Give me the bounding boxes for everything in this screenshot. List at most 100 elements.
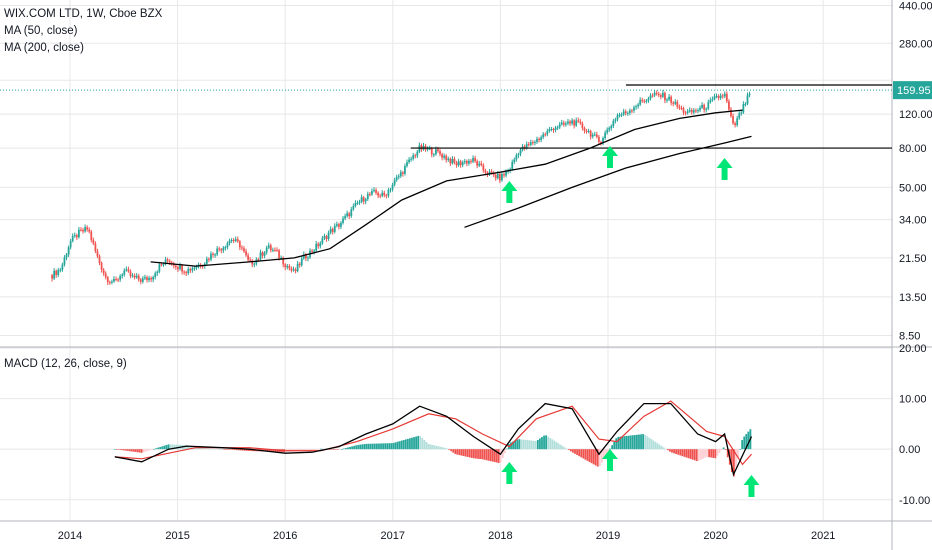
histogram-bar xyxy=(501,449,504,458)
histogram-bar xyxy=(543,435,545,450)
histogram-bar xyxy=(512,441,515,450)
histogram-bar xyxy=(402,440,405,450)
histogram-bar xyxy=(320,448,323,450)
candle-body xyxy=(69,241,72,248)
histogram-bar xyxy=(677,449,680,455)
price-arrow-up-icon xyxy=(716,158,733,180)
histogram-bar xyxy=(741,440,744,450)
candle-body xyxy=(482,165,485,171)
candle-body xyxy=(80,229,82,231)
candle-body xyxy=(292,269,295,271)
candle-body xyxy=(608,128,611,130)
histogram-bar xyxy=(718,449,721,454)
symbol-title[interactable]: WIX.COM LTD, 1W, Cboe BZX xyxy=(4,8,163,20)
histogram-bar xyxy=(202,448,205,450)
candle-body xyxy=(387,189,390,196)
candle-body xyxy=(86,227,89,230)
histogram-bar xyxy=(551,439,554,450)
ma50-legend[interactable]: MA (50, close) xyxy=(4,25,78,37)
histogram-bar xyxy=(712,449,715,458)
candle-body xyxy=(282,257,285,265)
histogram-bar xyxy=(126,449,129,451)
candle-body xyxy=(443,155,446,158)
histogram-bar xyxy=(489,449,492,462)
candle-body xyxy=(676,101,679,107)
candle-body xyxy=(323,236,326,239)
candle-body xyxy=(377,192,380,196)
candle-body xyxy=(123,270,126,275)
histogram-bar xyxy=(380,443,382,450)
histogram-bar xyxy=(332,449,335,450)
macd-title[interactable]: MACD (12, 26, close, 9) xyxy=(4,358,127,370)
candle-body xyxy=(534,142,536,144)
candle-body xyxy=(622,111,625,115)
candle-body xyxy=(88,229,91,232)
candle-body xyxy=(51,275,53,279)
candle-body xyxy=(119,275,122,280)
candle-body xyxy=(552,129,555,131)
histogram-bar xyxy=(627,435,630,450)
histogram-bar xyxy=(462,449,465,457)
histogram-bar xyxy=(656,443,659,450)
candle-body xyxy=(705,108,708,110)
candle-body xyxy=(73,235,76,237)
candle-body xyxy=(57,270,60,276)
histogram-bar xyxy=(574,449,576,454)
candle-body xyxy=(352,206,355,210)
candle-body xyxy=(515,155,518,160)
candle-body xyxy=(517,154,520,156)
candle-body xyxy=(191,268,194,271)
histogram-bar xyxy=(215,448,217,450)
candle-body xyxy=(684,112,687,114)
candle-body xyxy=(744,103,747,105)
histogram-bar xyxy=(683,449,686,457)
histogram-bar xyxy=(237,449,240,451)
candle-body xyxy=(618,114,621,116)
candle-body xyxy=(137,275,140,280)
candle-body xyxy=(117,279,120,281)
candle-body xyxy=(121,274,124,276)
ma200-legend[interactable]: MA (200, close) xyxy=(4,42,84,54)
histogram-bar xyxy=(584,449,587,460)
candle-body xyxy=(585,130,588,132)
histogram-bar xyxy=(557,443,560,450)
candle-body xyxy=(383,192,386,196)
candle-body xyxy=(218,248,221,250)
candle-body xyxy=(53,270,56,279)
candle-body xyxy=(393,180,396,185)
candle-body xyxy=(238,241,241,248)
last-price-label: 159.95 xyxy=(897,85,931,97)
candle-body xyxy=(375,189,377,193)
candle-body xyxy=(579,121,582,124)
candle-body xyxy=(562,122,565,125)
histogram-bar xyxy=(378,443,380,450)
candle-body xyxy=(94,243,97,252)
macd-arrow-up-icon xyxy=(743,475,760,497)
candle-body xyxy=(430,148,433,155)
histogram-bar xyxy=(382,443,384,450)
histogram-bar xyxy=(200,448,203,450)
candle-body xyxy=(329,228,332,233)
histogram-bar xyxy=(629,435,632,450)
candle-body xyxy=(371,191,373,195)
candle-body xyxy=(478,163,481,166)
histogram-bar xyxy=(115,449,118,450)
histogram-bar xyxy=(541,437,543,450)
histogram-bar xyxy=(396,441,399,450)
histogram-bar xyxy=(565,448,568,450)
histogram-bar xyxy=(421,438,424,450)
histogram-bar xyxy=(210,448,213,450)
histogram-bar xyxy=(530,440,533,450)
candle-body xyxy=(108,282,111,284)
candle-body xyxy=(278,250,280,258)
histogram-bar xyxy=(660,446,663,450)
histogram-bar xyxy=(625,435,628,450)
candle-body xyxy=(659,95,662,97)
candle-body xyxy=(90,231,93,241)
candle-body xyxy=(736,118,739,126)
histogram-bar xyxy=(681,449,684,457)
histogram-bar xyxy=(553,440,556,450)
histogram-bar xyxy=(514,440,517,450)
histogram-bar xyxy=(675,449,678,455)
